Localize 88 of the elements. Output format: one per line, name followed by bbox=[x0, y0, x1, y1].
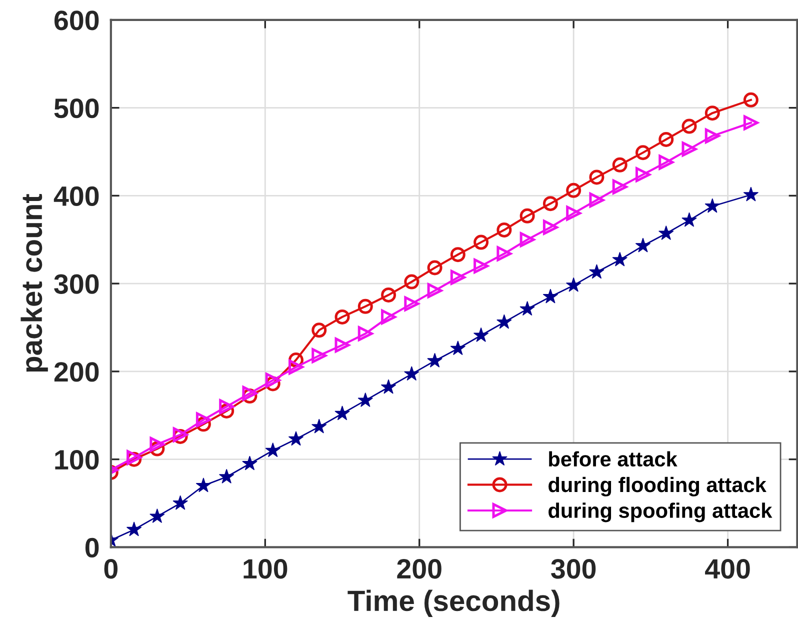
point bbox=[404, 366, 420, 381]
y-tick-label: 600 bbox=[54, 10, 99, 30]
point bbox=[658, 132, 674, 147]
legend-label: before attack bbox=[549, 451, 678, 467]
y-tick-label: 0 bbox=[85, 538, 99, 558]
point bbox=[404, 274, 420, 290]
point bbox=[520, 232, 535, 248]
point bbox=[682, 142, 697, 157]
point bbox=[635, 238, 651, 252]
point bbox=[427, 352, 442, 368]
point bbox=[496, 246, 512, 262]
point bbox=[150, 508, 165, 523]
point bbox=[381, 287, 396, 302]
point bbox=[265, 442, 280, 458]
point bbox=[612, 157, 628, 172]
point bbox=[219, 399, 234, 414]
point bbox=[743, 115, 758, 130]
point bbox=[542, 288, 558, 304]
point bbox=[334, 338, 350, 353]
point bbox=[743, 186, 759, 202]
point bbox=[474, 258, 489, 274]
point bbox=[265, 372, 280, 388]
point bbox=[196, 478, 212, 492]
point bbox=[612, 252, 628, 266]
point bbox=[589, 192, 604, 208]
point bbox=[658, 154, 674, 170]
point bbox=[380, 379, 396, 394]
point bbox=[566, 182, 582, 198]
y-axis-title: packet count bbox=[20, 194, 48, 372]
y-tick-label: 500 bbox=[54, 98, 99, 118]
y-tick-label: 100 bbox=[55, 450, 99, 470]
point bbox=[404, 296, 420, 312]
point bbox=[126, 522, 142, 536]
point bbox=[682, 118, 697, 134]
point bbox=[473, 327, 489, 342]
point bbox=[381, 309, 396, 324]
x-tick-label: 0 bbox=[104, 559, 118, 579]
point bbox=[288, 431, 304, 446]
point bbox=[704, 128, 720, 144]
point bbox=[172, 495, 188, 510]
point bbox=[704, 106, 720, 121]
point bbox=[743, 92, 758, 108]
x-tick-label: 200 bbox=[397, 559, 442, 579]
point bbox=[589, 170, 604, 185]
point bbox=[566, 206, 582, 221]
point bbox=[334, 309, 350, 324]
point bbox=[496, 314, 512, 329]
legend-label: during spoofing attack bbox=[548, 502, 772, 522]
point bbox=[218, 468, 234, 484]
point bbox=[312, 418, 327, 434]
point bbox=[704, 198, 720, 213]
point bbox=[589, 264, 604, 279]
point bbox=[612, 179, 628, 194]
x-tick-label: 400 bbox=[705, 559, 750, 579]
point bbox=[358, 392, 373, 407]
point bbox=[334, 406, 350, 420]
point bbox=[196, 412, 211, 428]
legend-label: during flooding attack bbox=[548, 476, 766, 496]
point bbox=[496, 222, 512, 238]
point bbox=[358, 326, 373, 342]
y-tick-label: 400 bbox=[54, 186, 99, 206]
point bbox=[242, 456, 258, 470]
point bbox=[474, 234, 489, 250]
point bbox=[542, 196, 558, 212]
point bbox=[312, 348, 327, 364]
point bbox=[450, 340, 466, 356]
point bbox=[242, 386, 258, 401]
point bbox=[635, 145, 650, 160]
point bbox=[358, 298, 373, 314]
point bbox=[450, 247, 466, 262]
point bbox=[450, 270, 466, 285]
point bbox=[658, 225, 674, 240]
x-axis-title: Time (seconds) bbox=[348, 590, 560, 617]
point bbox=[312, 322, 327, 338]
point bbox=[682, 212, 697, 227]
point bbox=[635, 167, 650, 182]
y-tick-label: 300 bbox=[54, 274, 99, 294]
point bbox=[520, 301, 535, 316]
point bbox=[542, 220, 558, 235]
point bbox=[288, 360, 304, 375]
point bbox=[520, 208, 535, 224]
x-tick-label: 100 bbox=[244, 559, 288, 579]
x-tick-label: 300 bbox=[551, 559, 596, 579]
point bbox=[566, 277, 582, 292]
point bbox=[427, 283, 442, 298]
point bbox=[427, 260, 442, 276]
y-tick-label: 200 bbox=[54, 362, 99, 382]
point bbox=[150, 436, 165, 452]
